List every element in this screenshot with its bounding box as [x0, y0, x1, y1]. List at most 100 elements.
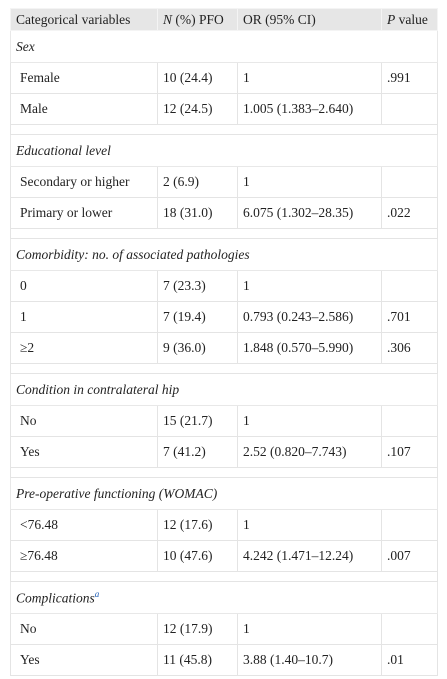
spacer-row [10, 363, 438, 374]
cell: .991 [381, 62, 438, 94]
data-row: Primary or lower 18 (31.0) 6.075 (1.302–28… [10, 197, 438, 229]
cell: 10 (47.6) [157, 540, 238, 572]
cell: 7 (23.3) [157, 270, 238, 302]
cell: 1 [237, 166, 382, 198]
cell: Primary or lower [10, 197, 158, 229]
data-row: No 12 (17.9) 1 [10, 613, 438, 645]
section-title: Educational level [16, 142, 111, 158]
cell-text: .022 [387, 205, 411, 220]
cell: 0.793 (0.243–2.586) [237, 301, 382, 333]
cell-text: 10 (47.6) [163, 548, 213, 563]
cell-text: 2.52 (0.820–7.743) [243, 444, 347, 459]
cell-text: 7 (41.2) [163, 444, 206, 459]
spacer-row [10, 467, 438, 478]
section-row: Pre-operative functioning (WOMAC) [10, 477, 438, 510]
cell: No [10, 613, 158, 645]
cell-text: 4.242 (1.471–12.24) [243, 548, 354, 563]
cell-text: .01 [387, 652, 404, 667]
header-cell: OR (95% CI) [237, 8, 382, 31]
cell-text: 1 [243, 517, 250, 532]
cell [381, 405, 438, 437]
data-row: Female 10 (24.4) 1 .991 [10, 62, 438, 94]
cell: 3.88 (1.40–10.7) [237, 644, 382, 676]
section-title: Condition in contralateral hip [16, 381, 180, 397]
cell: 1.848 (0.570–5.990) [237, 332, 382, 364]
cell-text: 2 (6.9) [163, 174, 199, 189]
cell-text: 1.848 (0.570–5.990) [243, 340, 354, 355]
cell-text: <76.48 [20, 517, 58, 532]
spacer [10, 228, 438, 239]
table-body: Sex Female 10 (24.4) 1.991 Male 12 (24.5) 1.00… [10, 30, 438, 676]
cell [381, 509, 438, 541]
cell-text: 9 (36.0) [163, 340, 206, 355]
cell-text: 12 (17.6) [163, 517, 213, 532]
cell-text: 18 (31.0) [163, 205, 213, 220]
cell: .022 [381, 197, 438, 229]
footnote-link[interactable]: a [94, 589, 100, 600]
section-cell: Comorbidity: no. of associated pathologi… [10, 238, 438, 271]
cell: 10 (24.4) [157, 62, 238, 94]
cell [381, 166, 438, 198]
data-row: 1 7 (19.4) 0.793 (0.243–2.586) .701 [10, 301, 438, 333]
cell-text: 0.793 (0.243–2.586) [243, 309, 354, 324]
section-row: Comorbidity: no. of associated pathologi… [10, 238, 438, 271]
cell: 1 [237, 405, 382, 437]
cell-text: 1 [243, 70, 250, 85]
spacer-row [10, 124, 438, 135]
cell-text: 12 (17.9) [163, 621, 213, 636]
cell-text: 10 (24.4) [163, 70, 213, 85]
cell-text: No [20, 621, 37, 636]
cell-text: Yes [20, 444, 40, 459]
cell: 0 [10, 270, 158, 302]
cell: Yes [10, 644, 158, 676]
cell-text: 1 [243, 621, 250, 636]
spacer [10, 363, 438, 374]
cell-text: 0 [20, 278, 27, 293]
section-row: Sex [10, 30, 438, 63]
cell: ≥2 [10, 332, 158, 364]
cell-text: Male [20, 101, 48, 116]
cell-text: 6.075 (1.302–28.35) [243, 205, 354, 220]
cell: 7 (19.4) [157, 301, 238, 333]
cell: .306 [381, 332, 438, 364]
header-text: value [398, 11, 428, 27]
section-cell: Pre-operative functioning (WOMAC) [10, 477, 438, 510]
data-row: ≥2 9 (36.0) 1.848 (0.570–5.990) .306 [10, 332, 438, 364]
spacer [10, 571, 438, 582]
cell: 1 [237, 270, 382, 302]
data-row: Yes 7 (41.2) 2.52 (0.820–7.743) .107 [10, 436, 438, 468]
spacer [10, 124, 438, 135]
section-cell: Educational level [10, 134, 438, 167]
section-title: Comorbidity: no. of associated pathologi… [16, 246, 250, 262]
cell-text: 1 [243, 278, 250, 293]
cell-text: Secondary or higher [20, 174, 130, 189]
cell: Female [10, 62, 158, 94]
header-text: Categorical variables [16, 11, 131, 27]
section-row: Complicationsa [10, 581, 438, 614]
header-text: P [387, 11, 396, 27]
cell: Yes [10, 436, 158, 468]
cell: No [10, 405, 158, 437]
cell-text: ≥2 [20, 340, 35, 355]
cell: Secondary or higher [10, 166, 158, 198]
cell: Male [10, 93, 158, 125]
footnote-ref: a [95, 588, 100, 600]
section-title: Sex [16, 38, 35, 54]
data-row: Secondary or higher 2 (6.9) 1 [10, 166, 438, 198]
section-title: Complications [16, 590, 95, 606]
cell: 1 [237, 613, 382, 645]
header-text: (%) PFO [175, 11, 224, 27]
cell-text: .306 [387, 340, 411, 355]
cell: 1 [237, 509, 382, 541]
spacer [10, 467, 438, 478]
cell: 15 (21.7) [157, 405, 238, 437]
cell-text: 1 [243, 174, 250, 189]
cell: 7 (41.2) [157, 436, 238, 468]
header-cell: Categorical variables [10, 8, 158, 31]
cell: 18 (31.0) [157, 197, 238, 229]
data-row: ≥76.48 10 (47.6) 4.242 (1.471–12.24) .007 [10, 540, 438, 572]
cell-text: .007 [387, 548, 411, 563]
cell: .701 [381, 301, 438, 333]
cell-text: Yes [20, 652, 40, 667]
